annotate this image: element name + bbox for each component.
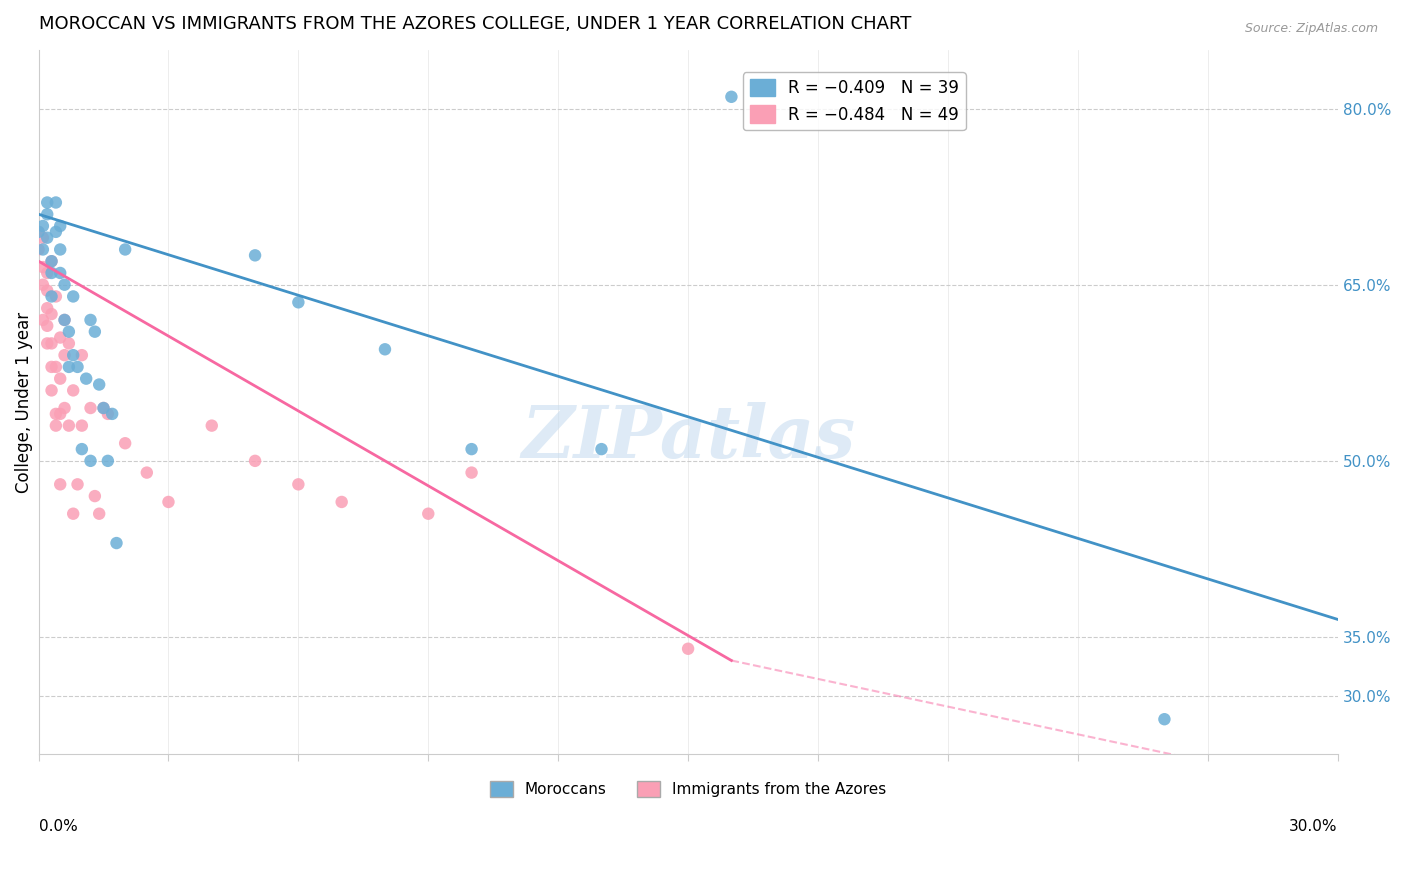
Text: 30.0%: 30.0% <box>1289 819 1337 834</box>
Point <box>62 507 84 521</box>
Point <box>53 401 76 415</box>
Point <box>53 313 76 327</box>
Point <box>53 313 76 327</box>
Point <box>41 336 63 351</box>
Point <box>418 507 440 521</box>
Point <box>93 401 115 415</box>
Text: MOROCCAN VS IMMIGRANTS FROM THE AZORES COLLEGE, UNDER 1 YEAR CORRELATION CHART: MOROCCAN VS IMMIGRANTS FROM THE AZORES C… <box>38 15 911 33</box>
Point <box>89 507 111 521</box>
Point <box>58 336 80 351</box>
Legend: Moroccans, Immigrants from the Azores: Moroccans, Immigrants from the Azores <box>484 775 893 803</box>
Text: Source: ZipAtlas.com: Source: ZipAtlas.com <box>1244 22 1378 36</box>
Point <box>41 307 63 321</box>
Point <box>287 477 309 491</box>
Point <box>287 295 309 310</box>
Point <box>45 289 67 303</box>
Point <box>66 359 89 374</box>
Point <box>37 284 59 298</box>
Point <box>79 454 101 468</box>
Point <box>41 289 63 303</box>
Point <box>49 243 72 257</box>
Point <box>32 277 55 292</box>
Point <box>32 243 55 257</box>
Point <box>330 495 353 509</box>
Point <box>460 442 482 456</box>
Point <box>70 418 93 433</box>
Point <box>83 325 105 339</box>
Point <box>37 195 59 210</box>
Point <box>49 477 72 491</box>
Point <box>53 348 76 362</box>
Point <box>591 442 613 456</box>
Point <box>62 384 84 398</box>
Point <box>79 313 101 327</box>
Point <box>79 401 101 415</box>
Point <box>41 384 63 398</box>
Point <box>83 489 105 503</box>
Point <box>49 371 72 385</box>
Point <box>32 260 55 274</box>
Point <box>114 243 136 257</box>
Point <box>62 289 84 303</box>
Point <box>49 407 72 421</box>
Point <box>32 313 55 327</box>
Point <box>49 219 72 233</box>
Point <box>97 454 120 468</box>
Point <box>97 407 120 421</box>
Point <box>41 254 63 268</box>
Point <box>58 325 80 339</box>
Point <box>135 466 157 480</box>
Point <box>41 266 63 280</box>
Point <box>27 225 49 239</box>
Point <box>27 225 49 239</box>
Point <box>75 371 97 385</box>
Point <box>201 418 224 433</box>
Point <box>45 359 67 374</box>
Point <box>41 359 63 374</box>
Text: ZIPatlas: ZIPatlas <box>522 402 855 473</box>
Point <box>37 301 59 316</box>
Point <box>45 407 67 421</box>
Point <box>49 330 72 344</box>
Point <box>32 231 55 245</box>
Point <box>157 495 180 509</box>
Point <box>676 641 699 656</box>
Y-axis label: College, Under 1 year: College, Under 1 year <box>15 311 32 492</box>
Point <box>37 318 59 333</box>
Point <box>374 343 396 357</box>
Point <box>45 195 67 210</box>
Point <box>720 90 742 104</box>
Point <box>243 454 266 468</box>
Text: 0.0%: 0.0% <box>38 819 77 834</box>
Point <box>45 225 67 239</box>
Point <box>32 219 55 233</box>
Point <box>41 254 63 268</box>
Point <box>101 407 124 421</box>
Point <box>460 466 482 480</box>
Point <box>53 277 76 292</box>
Point <box>114 436 136 450</box>
Point <box>66 477 89 491</box>
Point <box>62 348 84 362</box>
Point <box>37 336 59 351</box>
Point <box>37 207 59 221</box>
Point <box>58 418 80 433</box>
Point <box>105 536 128 550</box>
Point <box>243 248 266 262</box>
Point <box>89 377 111 392</box>
Point <box>27 243 49 257</box>
Point <box>93 401 115 415</box>
Point <box>37 266 59 280</box>
Point <box>37 231 59 245</box>
Point <box>70 348 93 362</box>
Point <box>49 266 72 280</box>
Point <box>1153 712 1175 726</box>
Point <box>58 359 80 374</box>
Point <box>70 442 93 456</box>
Point <box>45 418 67 433</box>
